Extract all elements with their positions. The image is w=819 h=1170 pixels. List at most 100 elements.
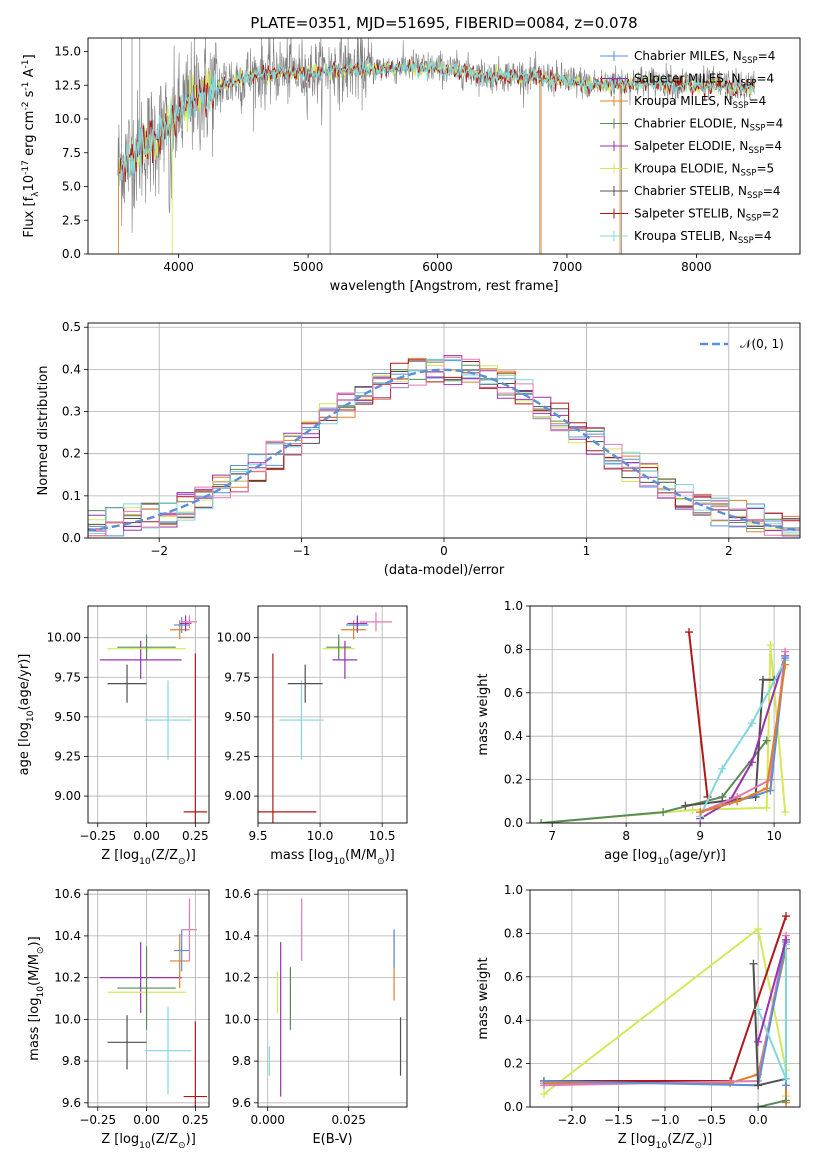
age_vs_mass-ytick-label: 9.75 (224, 670, 251, 684)
residual-xtick-label: −1 (293, 544, 311, 558)
age_vs_Z-ytick-label: 9.00 (54, 789, 81, 803)
mass-weight-point (754, 1005, 763, 1014)
mass_vs_Z-frame (87, 889, 210, 1108)
mass-weight-point (762, 736, 771, 745)
age_vs_Z-frame (87, 605, 210, 824)
mass-weight-point (688, 805, 697, 814)
mass-weight-point (782, 912, 791, 921)
residual-plot (88, 355, 800, 537)
mass-weight-line (699, 655, 787, 820)
age_vs_mass-frame (257, 605, 408, 824)
massweight_vs_Z-xtick-label: 0.0 (749, 1113, 768, 1127)
mass_vs_Z-xtick-label: −0.25 (79, 1113, 116, 1127)
mass_vs_ebv-xtick-label: 0.025 (332, 1113, 366, 1127)
mass_vs_ebv-ytick-label: 9.8 (232, 1054, 251, 1068)
mass-weight-line (699, 659, 787, 817)
mass_vs_Z-ytick-label: 10.2 (54, 971, 81, 985)
spectrum-ytick-label: 12.5 (54, 78, 81, 92)
spectrum-ytick-label: 15.0 (54, 45, 81, 59)
spectrum-ytick-label: 0.0 (62, 247, 81, 261)
spectrum-xtick-label: 5000 (293, 260, 324, 274)
mass_vs_Z-xtick-label: 0.25 (182, 1113, 209, 1127)
massweight_vs_age-axes: 7 8 9 10 0.0 0.2 0.4 0.6 0.8 1.0 age [log10​(age/y… (476, 599, 801, 867)
residual-xtick-label: 0 (440, 544, 448, 558)
residual-xtick-label: 2 (725, 544, 733, 558)
massweight_vs_Z-xtick-label: −2.0 (557, 1113, 586, 1127)
age_vs_Z-plot (99, 615, 208, 823)
age_vs_Z-xtick-label: −0.25 (79, 829, 116, 843)
legend-label: Salpeter MILES, NSSP=4 (634, 72, 774, 89)
mass-weight-point (726, 1079, 735, 1088)
legend-label: Kroupa STELIB, NSSP=4 (634, 229, 772, 246)
legend-label: Kroupa MILES, NSSP=4 (634, 94, 766, 111)
mass-weight-point (781, 660, 790, 669)
mass_vs_ebv-frame (257, 889, 408, 1108)
mass_vs_Z-plot (99, 898, 208, 1107)
age_vs_mass-ytick-label: 10.00 (217, 631, 251, 645)
residual-xtick-label: 1 (583, 544, 591, 558)
mass-weight-point (747, 719, 756, 728)
gaussian-curve (88, 368, 798, 532)
massweight_vs_age-xtick-label: 7 (548, 829, 556, 843)
mass-weight-point (681, 801, 690, 810)
spectrum-xtick-label: 8000 (681, 260, 712, 274)
age_vs_Z-axes: −0.25 0.00 0.25 9.00 9.25 9.50 9.75 10.00 Z [log… (17, 605, 210, 867)
mass-weight-point (762, 784, 771, 793)
mass-weight-point (696, 808, 705, 817)
massweight_vs_age-ytick-label: 0.0 (504, 816, 523, 830)
age_vs_mass-ytick-label: 9.00 (224, 789, 251, 803)
massweight_vs_age-plot (537, 628, 790, 823)
mass_vs_ebv-ytick-label: 10.6 (224, 887, 251, 901)
mass-weight-point (733, 797, 742, 806)
residual-ytick-label: 0.0 (62, 531, 81, 545)
mass_vs_Z-ytick-label: 10.4 (54, 929, 81, 943)
legend-label: Salpeter STELIB, NSSP=2 (634, 207, 779, 224)
massweight_vs_Z-plot (539, 912, 791, 1107)
mass-weight-line (757, 939, 787, 1043)
mass-weight-point (782, 935, 791, 944)
mass-weight-point (782, 1074, 791, 1083)
massweight_vs_Z-xlabel: Z [log10​(Z/Z⊙​)] (618, 1132, 713, 1151)
residual-ylabel: Normed distribution (36, 366, 51, 496)
massweight_vs_Z-xtick-label: −1.0 (650, 1113, 679, 1127)
age_vs_mass-ytick-label: 9.25 (224, 749, 251, 763)
mass_vs_ebv-xtick-label: 0.000 (251, 1113, 285, 1127)
residual-ytick-label: 0.2 (62, 447, 81, 461)
residual-xtick-label: −2 (150, 544, 168, 558)
spectrum-xtick-label: 4000 (163, 260, 194, 274)
age_vs_mass-ytick-label: 9.50 (224, 710, 251, 724)
observed-spectrum (117, 38, 755, 234)
spectrum-xtick-label: 7000 (552, 260, 583, 274)
mass-weight-point (759, 675, 768, 684)
mass-weight-point (754, 925, 763, 934)
mass_vs_ebv-plot (268, 898, 402, 1097)
mass_vs_ebv-xlabel: E(B-V) (312, 1132, 352, 1147)
massweight_vs_age-ylabel: mass weight (476, 673, 491, 755)
mass_vs_Z-xtick-label: 0.00 (133, 1113, 160, 1127)
massweight_vs_age-ytick-label: 0.8 (504, 642, 523, 656)
mass_vs_Z-ytick-label: 9.8 (62, 1054, 81, 1068)
massweight_vs_Z-ytick-label: 1.0 (504, 883, 523, 897)
mass-weight-point (754, 1103, 763, 1107)
mass_vs_Z-ylabel: mass [log10​(M/M⊙​)] (27, 936, 46, 1060)
age_vs_Z-ytick-label: 9.75 (54, 670, 81, 684)
age_vs_Z-ytick-label: 10.00 (47, 631, 81, 645)
spectrum-ylabel: Flux [fλ​10-17​ erg cm-2​ s-1​ A-1​] (21, 54, 41, 237)
spectrum-xtick-label: 6000 (422, 260, 453, 274)
residual-frame (87, 322, 801, 539)
massweight_vs_age-ytick-label: 0.2 (504, 773, 523, 787)
mass_vs_Z-xlabel: Z [log10​(Z/Z⊙​)] (101, 1132, 196, 1151)
residual-ytick-label: 0.4 (62, 362, 81, 376)
spectrum-ytick-label: 2.5 (62, 213, 81, 227)
massweight_vs_age-xlabel: age [log10​(age/yr)] (604, 848, 726, 867)
mass-weight-point (782, 1096, 791, 1105)
mass_vs_ebv-ytick-label: 10.2 (224, 971, 251, 985)
massweight_vs_Z-ylabel: mass weight (476, 957, 491, 1039)
age_vs_mass-xtick-label: 10.5 (369, 829, 396, 843)
age_vs_mass-xlabel: mass [log10​(M/M⊙​)] (270, 848, 394, 867)
mass_vs_Z-ytick-label: 10.0 (54, 1012, 81, 1026)
age_vs_Z-ytick-label: 9.50 (54, 710, 81, 724)
spectrum-ytick-label: 10.0 (54, 112, 81, 126)
mass_vs_Z-ytick-label: 9.6 (62, 1096, 81, 1110)
mass-weight-line (688, 631, 709, 798)
